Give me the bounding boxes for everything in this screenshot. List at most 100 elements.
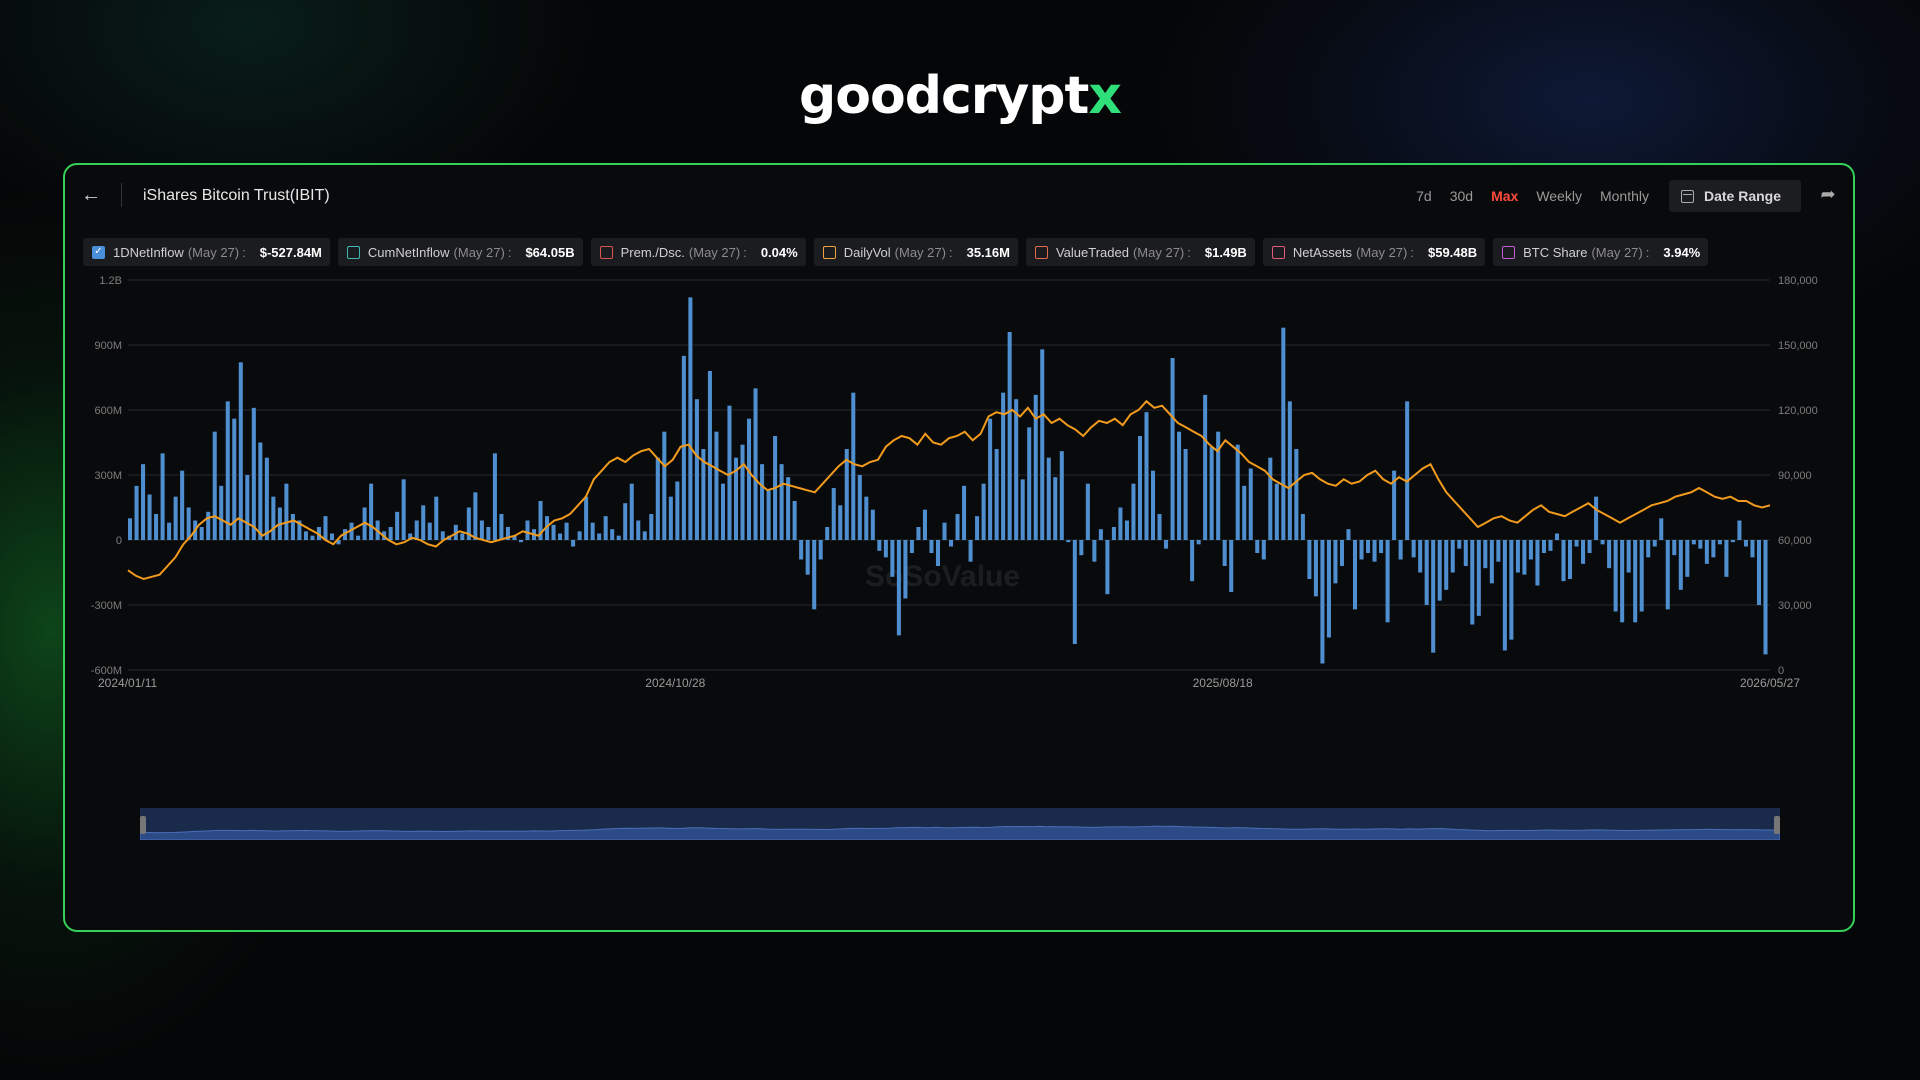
inflow-bar — [186, 507, 191, 540]
legend-date: (May 27) — [1132, 244, 1185, 260]
inflow-bar — [1092, 540, 1097, 562]
inflow-bar — [760, 464, 765, 540]
legend-checkbox[interactable] — [822, 245, 836, 259]
inflow-bar — [1522, 540, 1527, 575]
inflow-bar — [1704, 540, 1709, 564]
range-weekly[interactable]: Weekly — [1536, 188, 1582, 204]
legend-date: (May 27) — [187, 244, 240, 260]
logo-main-text: goodcrypt — [799, 66, 1089, 126]
inflow-bar — [329, 533, 335, 540]
inflow-bar — [1300, 514, 1305, 540]
legend-checkbox[interactable] — [346, 245, 360, 259]
range-30d[interactable]: 30d — [1449, 188, 1474, 204]
legend-chip-prem-dsc-[interactable]: Prem./Dsc. (May 27):0.04% — [590, 238, 806, 266]
legend-chip-1dnetinflow[interactable]: ✓ 1DNetInflow (May 27): $-527.84M — [83, 238, 330, 266]
inflow-bar — [1574, 540, 1579, 547]
y-right-tick-label: 120,000 — [1778, 405, 1818, 417]
inflow-bar — [636, 520, 641, 540]
inflow-bar — [1164, 540, 1169, 549]
inflow-bar — [805, 540, 810, 575]
inflow-bar — [1203, 394, 1208, 540]
inflow-bar — [1398, 540, 1403, 560]
inflow-bar — [512, 535, 517, 540]
inflow-bar — [988, 418, 993, 540]
legend-checkbox[interactable] — [599, 245, 613, 259]
goodcrypto-logo: goodcryptx — [0, 66, 1920, 126]
inflow-bar — [1476, 540, 1481, 616]
share-icon[interactable]: ➦ — [1820, 184, 1836, 204]
inflow-bar — [949, 540, 954, 547]
inflow-bar — [486, 527, 491, 540]
navigator-handle-left[interactable] — [140, 816, 146, 834]
calendar-icon — [1681, 189, 1694, 203]
inflow-bar — [1268, 457, 1273, 540]
inflow-bar — [1756, 540, 1762, 605]
legend-colon: : — [1410, 244, 1414, 260]
inflow-bar — [1007, 332, 1012, 540]
legend-checkbox[interactable] — [1271, 245, 1285, 259]
legend-colon: : — [507, 244, 512, 260]
inflow-bar — [1711, 540, 1716, 558]
legend-value: $59.48B — [1427, 244, 1478, 260]
inflow-bar — [1170, 358, 1175, 540]
legend-colon: : — [743, 244, 747, 260]
inflow-bar — [1418, 540, 1423, 573]
inflow-bar — [981, 483, 986, 540]
y-right-tick-label: 180,000 — [1778, 275, 1818, 287]
inflow-bar — [942, 522, 947, 540]
inflow-bar — [1046, 457, 1051, 540]
inflow-bar — [1717, 540, 1722, 545]
inflow-bar — [167, 522, 172, 540]
inflow-bar — [1131, 483, 1136, 540]
y-right-tick-label: 60,000 — [1778, 535, 1812, 547]
y-right-tick-label: 0 — [1778, 665, 1784, 677]
inflow-bar — [1581, 540, 1586, 564]
legend-chip-cumnetinflow[interactable]: CumNetInflow (May 27): $64.05B — [337, 238, 583, 266]
legend-checkbox[interactable] — [1034, 245, 1048, 259]
inflow-bar — [1568, 540, 1573, 579]
navigator-handle-right[interactable] — [1774, 816, 1780, 834]
range-navigator[interactable] — [139, 808, 1781, 841]
inflow-bar — [779, 464, 784, 540]
inflow-bar — [1424, 540, 1429, 605]
inflow-bar — [1528, 540, 1533, 560]
inflow-bar — [870, 509, 875, 540]
inflow-bar — [733, 457, 739, 540]
legend-checkbox[interactable]: ✓ — [92, 245, 105, 259]
inflow-bar — [545, 516, 550, 540]
legend-chip-btc-share[interactable]: BTC Share (May 27):3.94% — [1493, 238, 1709, 266]
inflow-bar — [1724, 540, 1729, 577]
fund-title: iShares Bitcoin Trust(IBIT) — [143, 187, 330, 204]
range-monthly[interactable]: Monthly — [1599, 188, 1649, 204]
navigator-area — [139, 825, 1781, 841]
inflow-bar — [1352, 540, 1358, 610]
inflow-bar — [1405, 401, 1410, 540]
legend-chip-netassets[interactable]: NetAssets (May 27): $59.48B — [1262, 238, 1486, 266]
inflow-bar — [1392, 470, 1397, 540]
inflow-bar — [994, 449, 999, 540]
inflow-bar — [714, 431, 719, 540]
inflow-bar — [1743, 540, 1748, 547]
inflow-bar — [369, 483, 374, 540]
back-arrow-icon[interactable]: ← — [81, 184, 101, 206]
inflow-bar — [825, 527, 830, 540]
inflow-bar — [251, 407, 256, 540]
inflow-bar — [1294, 449, 1299, 540]
legend-chip-valuetraded[interactable]: ValueTraded (May 27): $1.49B — [1025, 238, 1255, 266]
inflow-bar — [349, 522, 354, 540]
inflow-bar — [1646, 540, 1651, 558]
inflow-bar — [1033, 394, 1038, 540]
inflow-bar — [662, 431, 667, 540]
inflow-bar — [903, 540, 908, 599]
legend-chip-dailyvol[interactable]: DailyVol (May 27):35.16M — [813, 238, 1018, 266]
inflow-bar — [747, 418, 752, 540]
inflow-bar — [1659, 518, 1664, 540]
inflow-bar — [1698, 540, 1703, 549]
legend-checkbox[interactable] — [1502, 245, 1516, 259]
inflow-bar — [1600, 540, 1605, 545]
range-max[interactable]: Max — [1491, 188, 1519, 204]
range-7d[interactable]: 7d — [1416, 188, 1432, 204]
date-range-button[interactable]: Date Range — [1669, 180, 1801, 212]
inflow-bar — [1027, 427, 1032, 540]
y-left-tick-label: -300M — [91, 600, 122, 612]
